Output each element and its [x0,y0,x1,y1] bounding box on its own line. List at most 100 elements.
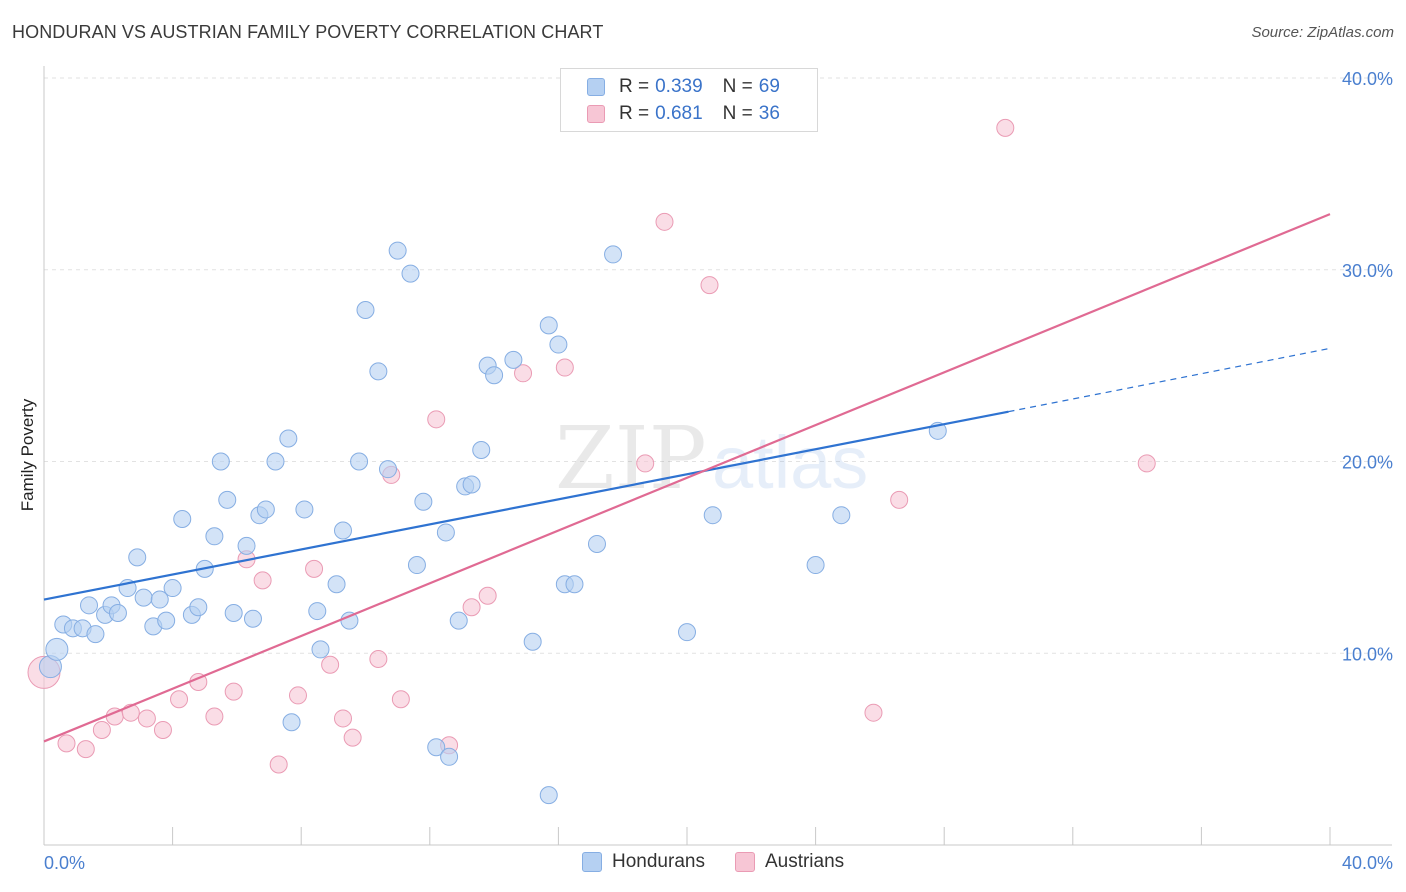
hondurans-point [350,452,369,471]
austrians-point [700,276,719,295]
legend-n-label: N = [722,76,753,97]
series-label-austrians: Austrians [764,851,845,872]
hondurans-point [150,590,169,609]
hondurans-point [282,713,301,732]
hondurans-point [539,786,558,805]
hondurans-point [703,506,722,525]
y-tick-label: 30.0% [1342,261,1393,281]
austrians-point [153,720,172,739]
y-tick-label: 10.0% [1342,644,1393,664]
chart-title: HONDURAN VS AUSTRIAN FAMILY POVERTY CORR… [12,22,604,42]
austrians-point [655,212,674,231]
x-tick-label: 0.0% [44,853,85,873]
y-tick-label: 40.0% [1342,69,1393,89]
hondurans-point [86,625,105,644]
hondurans-trend-extension [1008,347,1331,413]
hondurans-point [45,637,69,661]
austrians-point [305,559,324,578]
austrians-point [137,709,156,728]
tick-labels: 10.0% 20.0% 30.0% 40.0% 0.0% 40.0% [44,69,1393,873]
series-legend-hondurans[interactable]: Hondurans [582,851,705,873]
austrians-point [864,703,883,722]
hondurans-point [333,521,352,540]
austrians-point [996,118,1015,137]
hondurans-point [379,460,398,479]
austrians-point [427,410,446,429]
hondurans-point [279,429,298,448]
austrians-point [462,598,481,617]
hondurans-point [266,452,285,471]
hondurans-point [414,492,433,511]
correlation-legend: R = 0.339 N = 69 R = 0.681 N = 36 [560,68,818,132]
hondurans-point [427,738,446,757]
legend-n-value: 36 [758,103,780,124]
austrians-point [57,734,76,753]
hondurans-point [523,632,542,651]
hondurans-point [327,575,346,594]
hondurans-point [440,747,459,766]
hondurans-point [205,527,224,546]
austrians-point [636,454,655,473]
austrians-point [478,586,497,605]
hondurans-trend-line [43,410,1009,601]
hondurans-point [295,500,314,519]
hondurans-point [243,609,262,628]
trend-lines [43,213,1331,743]
hondurans-point [388,241,407,260]
hondurans-point [308,602,327,621]
legend-r-label: R = [619,103,650,124]
hondurans-point [224,603,243,622]
hondurans-point [80,596,99,615]
hondurans-point [189,598,208,617]
hondurans-point [436,523,455,542]
austrians-point [269,755,288,774]
austrians-point [890,490,909,509]
hondurans-point [356,301,375,320]
austrians-point [92,720,111,739]
hondurans-point [549,335,568,354]
hondurans-point [806,556,825,575]
hondurans-point [157,611,176,630]
legend-r-value: 0.339 [655,76,703,97]
austrians-point [205,707,224,726]
austrians-point [555,358,574,377]
legend-n-value: 69 [758,76,780,97]
source-label: Source: ZipAtlas.com [1251,24,1394,41]
hondurans-point [237,536,256,555]
hondurans-point [128,548,147,567]
watermark: ZIP atlas [555,409,868,509]
series-label-hondurans: Hondurans [612,851,705,872]
austrians-point [253,571,272,590]
watermark-atlas: atlas [712,421,868,504]
legend-n-label: N = [722,103,753,124]
hondurans-point [678,623,696,642]
austrians-point [224,682,243,701]
axes [43,66,1392,846]
hondurans-point [462,475,481,494]
hondurans-point [173,510,192,529]
hondurans-point [832,506,851,525]
hondurans-point [311,640,330,659]
hondurans-point [604,245,623,264]
hondurans-points [38,241,947,805]
hondurans-point [218,490,237,509]
y-tick-label: 20.0% [1342,453,1393,473]
hondurans-point [163,579,182,598]
hondurans-point [407,556,426,575]
legend-row-austrians: R = 0.681 N = 36 [587,101,780,127]
series-swatch-hondurans [582,852,602,872]
austrians-point [343,728,362,747]
austrians-point [321,655,340,674]
hondurans-point [587,534,606,553]
hondurans-point [108,603,127,622]
hondurans-point [565,575,584,594]
austrians-point [1137,454,1156,473]
series-legend-austrians[interactable]: Austrians [734,851,845,873]
austrians-point [391,690,410,709]
austrians-trend-line [43,213,1331,743]
austrians-point [369,650,388,669]
austrians-point [514,364,533,383]
legend-swatch-hondurans [587,78,605,96]
hondurans-point [134,588,153,607]
hondurans-point [504,350,523,369]
